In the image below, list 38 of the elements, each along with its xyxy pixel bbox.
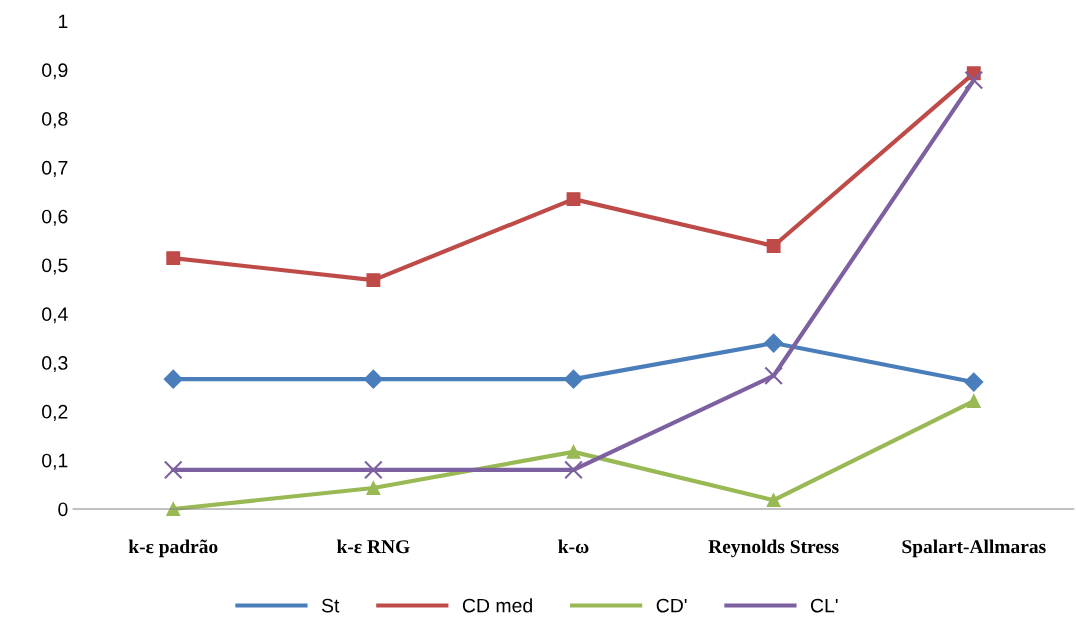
point (366, 481, 381, 495)
x-tick-label: k-ε RNG (337, 539, 410, 554)
y-tick-label: 0,9 (42, 63, 68, 80)
point (563, 369, 584, 389)
x-tick-label: k-ε padrão (128, 539, 218, 558)
y-tick-label: 0,3 (42, 356, 68, 373)
point (166, 251, 181, 266)
point (766, 239, 781, 253)
legend-label: CD' (656, 598, 687, 613)
y-tick-label: 0,7 (42, 160, 68, 177)
x-tick-label: Spalart-Allmaras (902, 539, 1046, 558)
point (966, 394, 981, 409)
legend-label: St (321, 598, 340, 613)
point (766, 493, 781, 508)
y-tick-label: 0,5 (42, 258, 68, 275)
point (566, 192, 581, 207)
y-tick-label: 0,6 (42, 209, 68, 226)
legend-label: CL' (811, 598, 838, 613)
point (564, 460, 583, 480)
y-tick-label: 0,2 (42, 404, 68, 421)
point (566, 444, 581, 459)
point (764, 366, 784, 386)
point (764, 333, 784, 353)
y-tick-label: 0 (58, 502, 68, 517)
y-tick-label: 1 (58, 14, 68, 29)
point (163, 369, 183, 389)
point (964, 70, 984, 90)
y-tick-label: 0,8 (42, 112, 68, 129)
point (366, 273, 381, 288)
point (964, 372, 984, 392)
x-tick-label: k-ω (558, 539, 589, 554)
legend-label: CD med (462, 598, 532, 613)
y-tick-label: 0,1 (42, 453, 68, 470)
x-tick-label: Reynolds Stress (708, 539, 839, 558)
point (163, 460, 183, 480)
y-tick-label: 0,4 (42, 307, 68, 324)
point (364, 460, 383, 480)
point (363, 369, 383, 389)
